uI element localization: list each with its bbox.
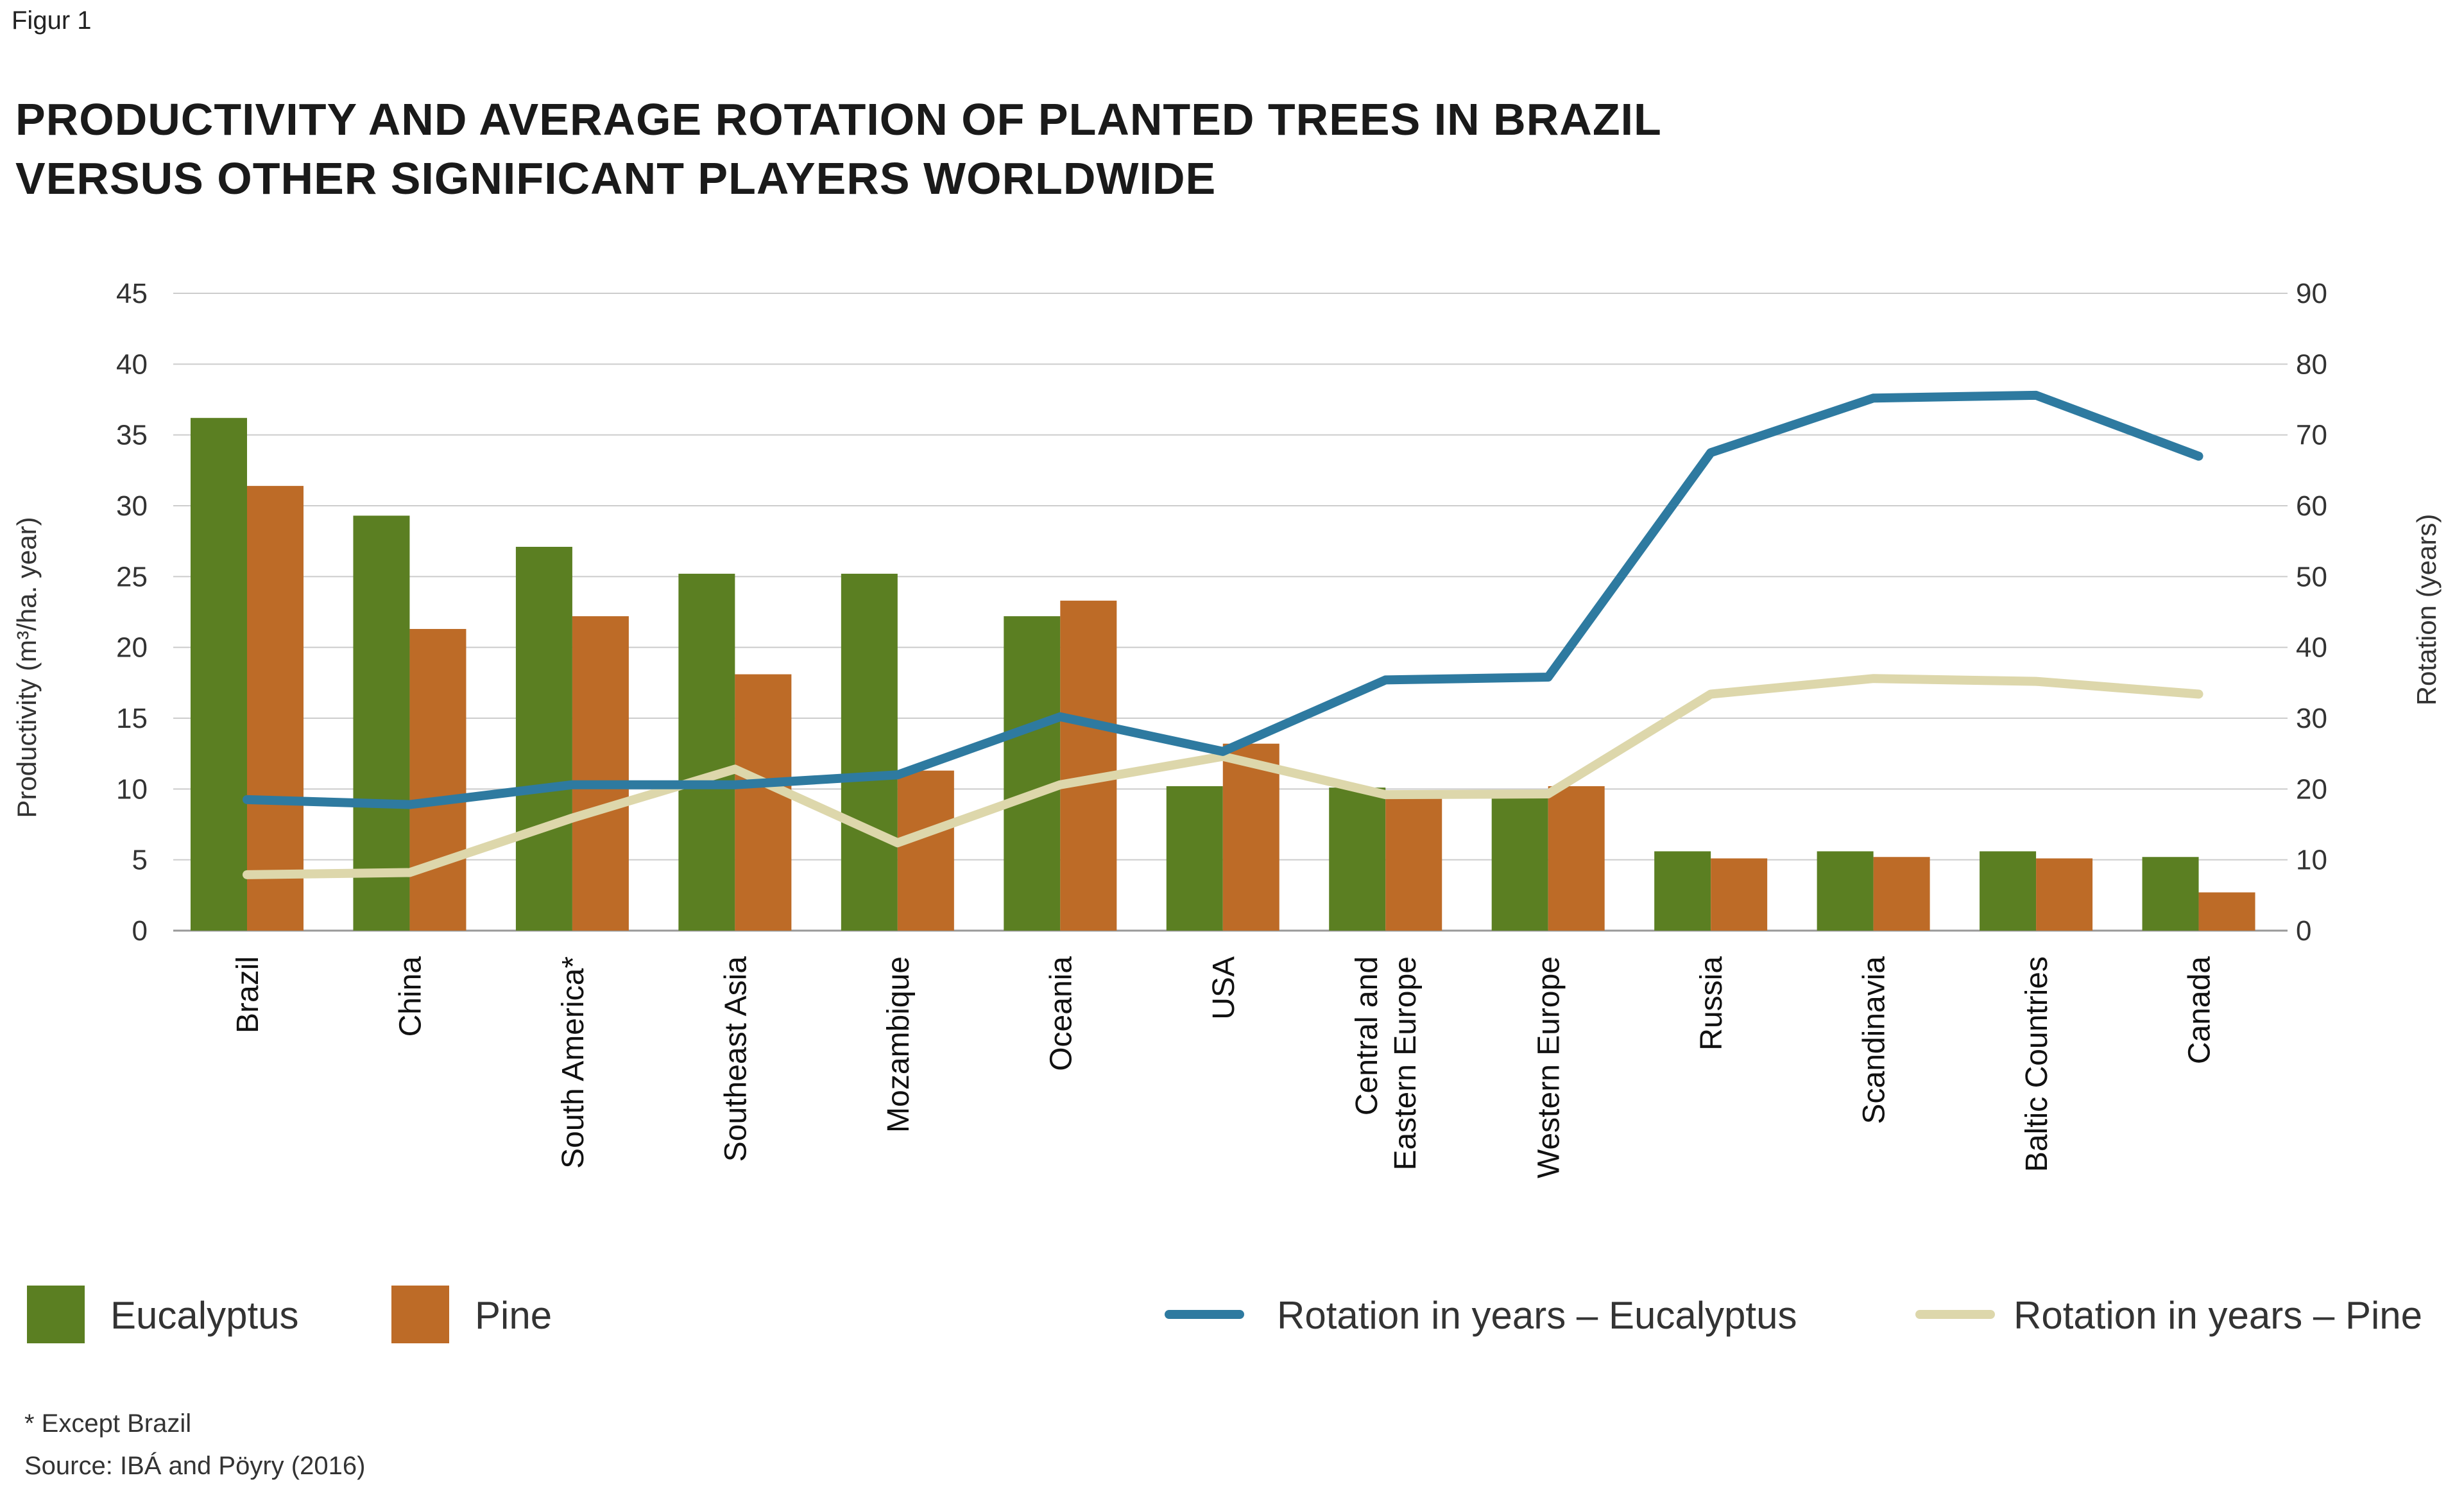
chart-title-line-1: PRODUCTIVITY AND AVERAGE ROTATION OF PLA… (15, 94, 1662, 144)
y-tick-label-right: 0 (2296, 915, 2311, 947)
axis-ticks: 0 5 10 15 20 25 30 35 40 45 0 10 20 30 40 50 60 70 80 90 (116, 278, 2327, 947)
bar-pine (247, 486, 304, 931)
legend-label-rotation-pine: Rotation in years – Pine (2014, 1294, 2422, 1337)
bar-pine (1548, 786, 1605, 931)
category-label-line: Eastern Europe (1389, 956, 1423, 1171)
figure-label: Figur 1 (12, 6, 92, 35)
category-label: Russia (1695, 956, 1729, 1051)
bar-pine (2198, 892, 2255, 931)
bar-pine (1060, 600, 1117, 931)
category-labels: Brazil China South America* Southeast Asia M… (231, 956, 2217, 1178)
y-tick-label-left: 45 (116, 278, 148, 309)
source-note: Source: IBÁ and Pöyry (2016) (24, 1452, 366, 1480)
category-label: South America* (556, 956, 590, 1169)
category-label: Mozambique (882, 956, 916, 1133)
category-label: Oceania (1044, 956, 1078, 1071)
bar-eucalyptus (1491, 795, 1548, 931)
bar-pine (897, 770, 954, 931)
y-tick-label-right: 80 (2296, 349, 2327, 380)
bar-series (191, 418, 2255, 931)
bar-eucalyptus (841, 573, 898, 931)
category-label-line: Scandinavia (1858, 956, 1892, 1124)
bar-pine (1711, 858, 1768, 931)
legend-swatch-eucalyptus (27, 1286, 85, 1343)
bar-eucalyptus (191, 418, 247, 931)
y-tick-label-right: 90 (2296, 278, 2327, 309)
bar-pine (572, 616, 629, 931)
bar-pine (2036, 858, 2093, 931)
bar-eucalyptus (1004, 616, 1061, 931)
category-label: Brazil (231, 956, 265, 1033)
category-label: Western Europe (1532, 956, 1566, 1178)
y-axis-title-left: Productivity (m³/ha. year) (12, 517, 42, 818)
line-rotation-eucalyptus (243, 390, 2203, 809)
category-label: Baltic Countries (2020, 956, 2054, 1172)
bar-eucalyptus (1329, 788, 1386, 931)
y-tick-label-right: 50 (2296, 561, 2327, 592)
y-axis-title-right: Rotation (years) (2411, 514, 2442, 706)
legend-label-pine: Pine (475, 1294, 552, 1337)
bar-eucalyptus (1166, 786, 1223, 931)
y-tick-label-left: 0 (132, 915, 148, 947)
category-label-line: Oceania (1044, 956, 1078, 1071)
category-label-line: USA (1207, 956, 1241, 1020)
category-label-line: Central and (1350, 956, 1384, 1115)
category-label: USA (1207, 956, 1241, 1020)
category-label: Southeast Asia (719, 956, 753, 1162)
y-tick-label-left: 40 (116, 349, 148, 380)
bar-eucalyptus (353, 515, 410, 931)
legend-label-eucalyptus: Eucalyptus (110, 1294, 299, 1337)
category-label-line: Baltic Countries (2020, 956, 2054, 1172)
bar-eucalyptus (678, 573, 735, 931)
bar-pine (409, 628, 466, 931)
category-label: Central and Eastern Europe (1350, 956, 1423, 1171)
bar-eucalyptus (1654, 851, 1711, 931)
chart-title-line-2: VERSUS OTHER SIGNIFICANT PLAYERS WORLDWI… (15, 153, 1217, 203)
category-label-line: Western Europe (1532, 956, 1566, 1178)
bar-pine (1385, 797, 1442, 931)
y-tick-label-left: 20 (116, 632, 148, 664)
legend-swatch-pine (391, 1286, 449, 1343)
y-tick-label-right: 30 (2296, 703, 2327, 734)
bar-eucalyptus (2142, 857, 2199, 931)
y-tick-label-left: 15 (116, 703, 148, 734)
y-tick-label-left: 35 (116, 420, 148, 451)
bar-pine (1222, 743, 1279, 931)
category-label: Canada (2183, 956, 2217, 1064)
category-label-line: Brazil (231, 956, 265, 1033)
y-tick-label-left: 30 (116, 490, 148, 522)
y-tick-label-right: 60 (2296, 490, 2327, 522)
category-label-line: China (393, 956, 427, 1037)
category-label-line: Canada (2183, 956, 2217, 1064)
line-series (243, 390, 2203, 879)
y-tick-label-left: 10 (116, 773, 148, 805)
bar-eucalyptus (1980, 851, 2037, 931)
y-tick-label-right: 40 (2296, 632, 2327, 664)
category-label-line: Mozambique (882, 956, 916, 1133)
y-tick-label-right: 70 (2296, 420, 2327, 451)
category-label-line: Southeast Asia (719, 956, 753, 1162)
category-label-line: South America* (556, 956, 590, 1169)
y-tick-label-right: 20 (2296, 773, 2327, 805)
bar-eucalyptus (1817, 851, 1874, 931)
bar-eucalyptus (515, 546, 572, 931)
bar-pine (735, 674, 792, 931)
y-tick-label-left: 25 (116, 561, 148, 592)
bar-pine (1873, 857, 1930, 931)
category-label-line: Russia (1695, 956, 1729, 1051)
line-rotation-pine (243, 674, 2203, 879)
footnote: * Except Brazil (24, 1409, 192, 1438)
y-tick-label-left: 5 (132, 845, 148, 876)
category-label: China (393, 956, 427, 1037)
y-tick-label-right: 10 (2296, 845, 2327, 876)
legend-label-rotation-eucalyptus: Rotation in years – Eucalyptus (1277, 1294, 1797, 1337)
legend: Eucalyptus Pine Rotation in years – Euca… (27, 1286, 2422, 1343)
category-label: Scandinavia (1858, 956, 1892, 1124)
chart-title: PRODUCTIVITY AND AVERAGE ROTATION OF PLA… (15, 90, 1812, 208)
